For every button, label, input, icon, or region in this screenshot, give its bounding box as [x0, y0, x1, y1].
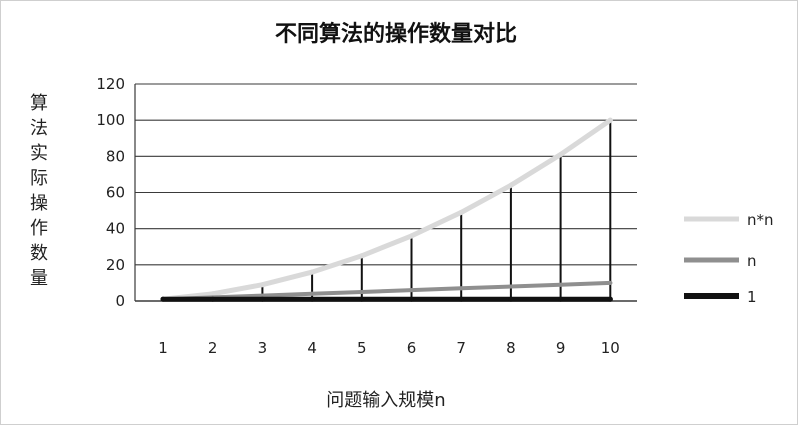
series-3-point — [558, 296, 564, 302]
series-2-point — [310, 291, 315, 296]
series-2-point — [260, 293, 265, 298]
y-tick-label: 120 — [96, 75, 125, 93]
x-tick-label: 4 — [307, 339, 317, 357]
series-2-point — [409, 288, 414, 293]
series-3-point — [160, 296, 166, 302]
y-tick-label: 0 — [115, 292, 125, 310]
x-tick-label: 8 — [506, 339, 516, 357]
drop-lines — [162, 118, 612, 301]
y-axis-label-char: 作 — [30, 218, 48, 239]
series-3-point — [458, 296, 464, 302]
legend-label-3: 1 — [747, 288, 757, 306]
series-3-point — [359, 296, 365, 302]
x-tick-label: 1 — [158, 339, 168, 357]
series-line-2 — [161, 280, 613, 302]
series-1-point — [259, 282, 265, 288]
x-axis-label: 问题输入规模n — [326, 390, 445, 411]
legend-label-1: n*n — [747, 211, 774, 229]
series-3-point — [409, 296, 414, 302]
series-line-1 — [160, 117, 613, 302]
series-3-point — [508, 296, 514, 302]
series-2-point — [608, 280, 613, 285]
y-tick-label: 20 — [106, 256, 125, 274]
y-axis-label-char: 实 — [30, 143, 48, 164]
y-tick-label: 100 — [96, 111, 125, 129]
y-ticks: 0 20 40 60 80 100 120 — [96, 75, 125, 310]
x-tick-label: 2 — [208, 339, 218, 357]
series-1-point — [359, 253, 365, 259]
y-tick-label: 80 — [106, 147, 125, 165]
series-3-point — [309, 296, 315, 302]
series-2-point — [459, 286, 464, 291]
y-axis-label-char: 法 — [30, 118, 48, 139]
y-axis-label-char: 量 — [30, 268, 48, 289]
series-2-point — [558, 282, 563, 287]
y-axis-label-char: 操 — [30, 193, 48, 214]
legend: n*n n 1 — [684, 211, 774, 306]
x-tick-label: 7 — [456, 339, 466, 357]
series-1-point — [508, 182, 514, 188]
y-tick-label: 60 — [106, 184, 125, 202]
x-ticks: 1 2 3 4 5 6 7 8 9 10 — [158, 339, 620, 357]
y-tick-label: 40 — [106, 220, 125, 238]
series-2-point — [508, 284, 513, 289]
x-tick-label: 10 — [601, 339, 620, 357]
legend-label-2: n — [747, 252, 757, 270]
series-3-point — [210, 296, 216, 302]
x-tick-label: 9 — [556, 339, 566, 357]
series-1-point — [309, 269, 315, 275]
series-3-point — [607, 296, 613, 302]
series-1-point — [210, 291, 216, 297]
y-axis-label-char: 算 — [30, 93, 48, 114]
series-3-point — [259, 296, 265, 302]
series-2-point — [359, 289, 364, 294]
series-1-point — [558, 152, 564, 158]
series-1-point — [607, 117, 613, 123]
chart-title: 不同算法的操作数量对比 — [275, 21, 517, 47]
series-group — [160, 117, 613, 302]
grid — [135, 83, 637, 302]
y-axis-label-char: 数 — [30, 243, 48, 264]
y-axis-label-char: 际 — [30, 168, 48, 189]
x-tick-label: 6 — [407, 339, 417, 357]
series-1-point — [409, 233, 414, 239]
x-tick-label: 5 — [357, 339, 367, 357]
series-1-point — [458, 209, 464, 215]
x-tick-label: 3 — [258, 339, 268, 357]
